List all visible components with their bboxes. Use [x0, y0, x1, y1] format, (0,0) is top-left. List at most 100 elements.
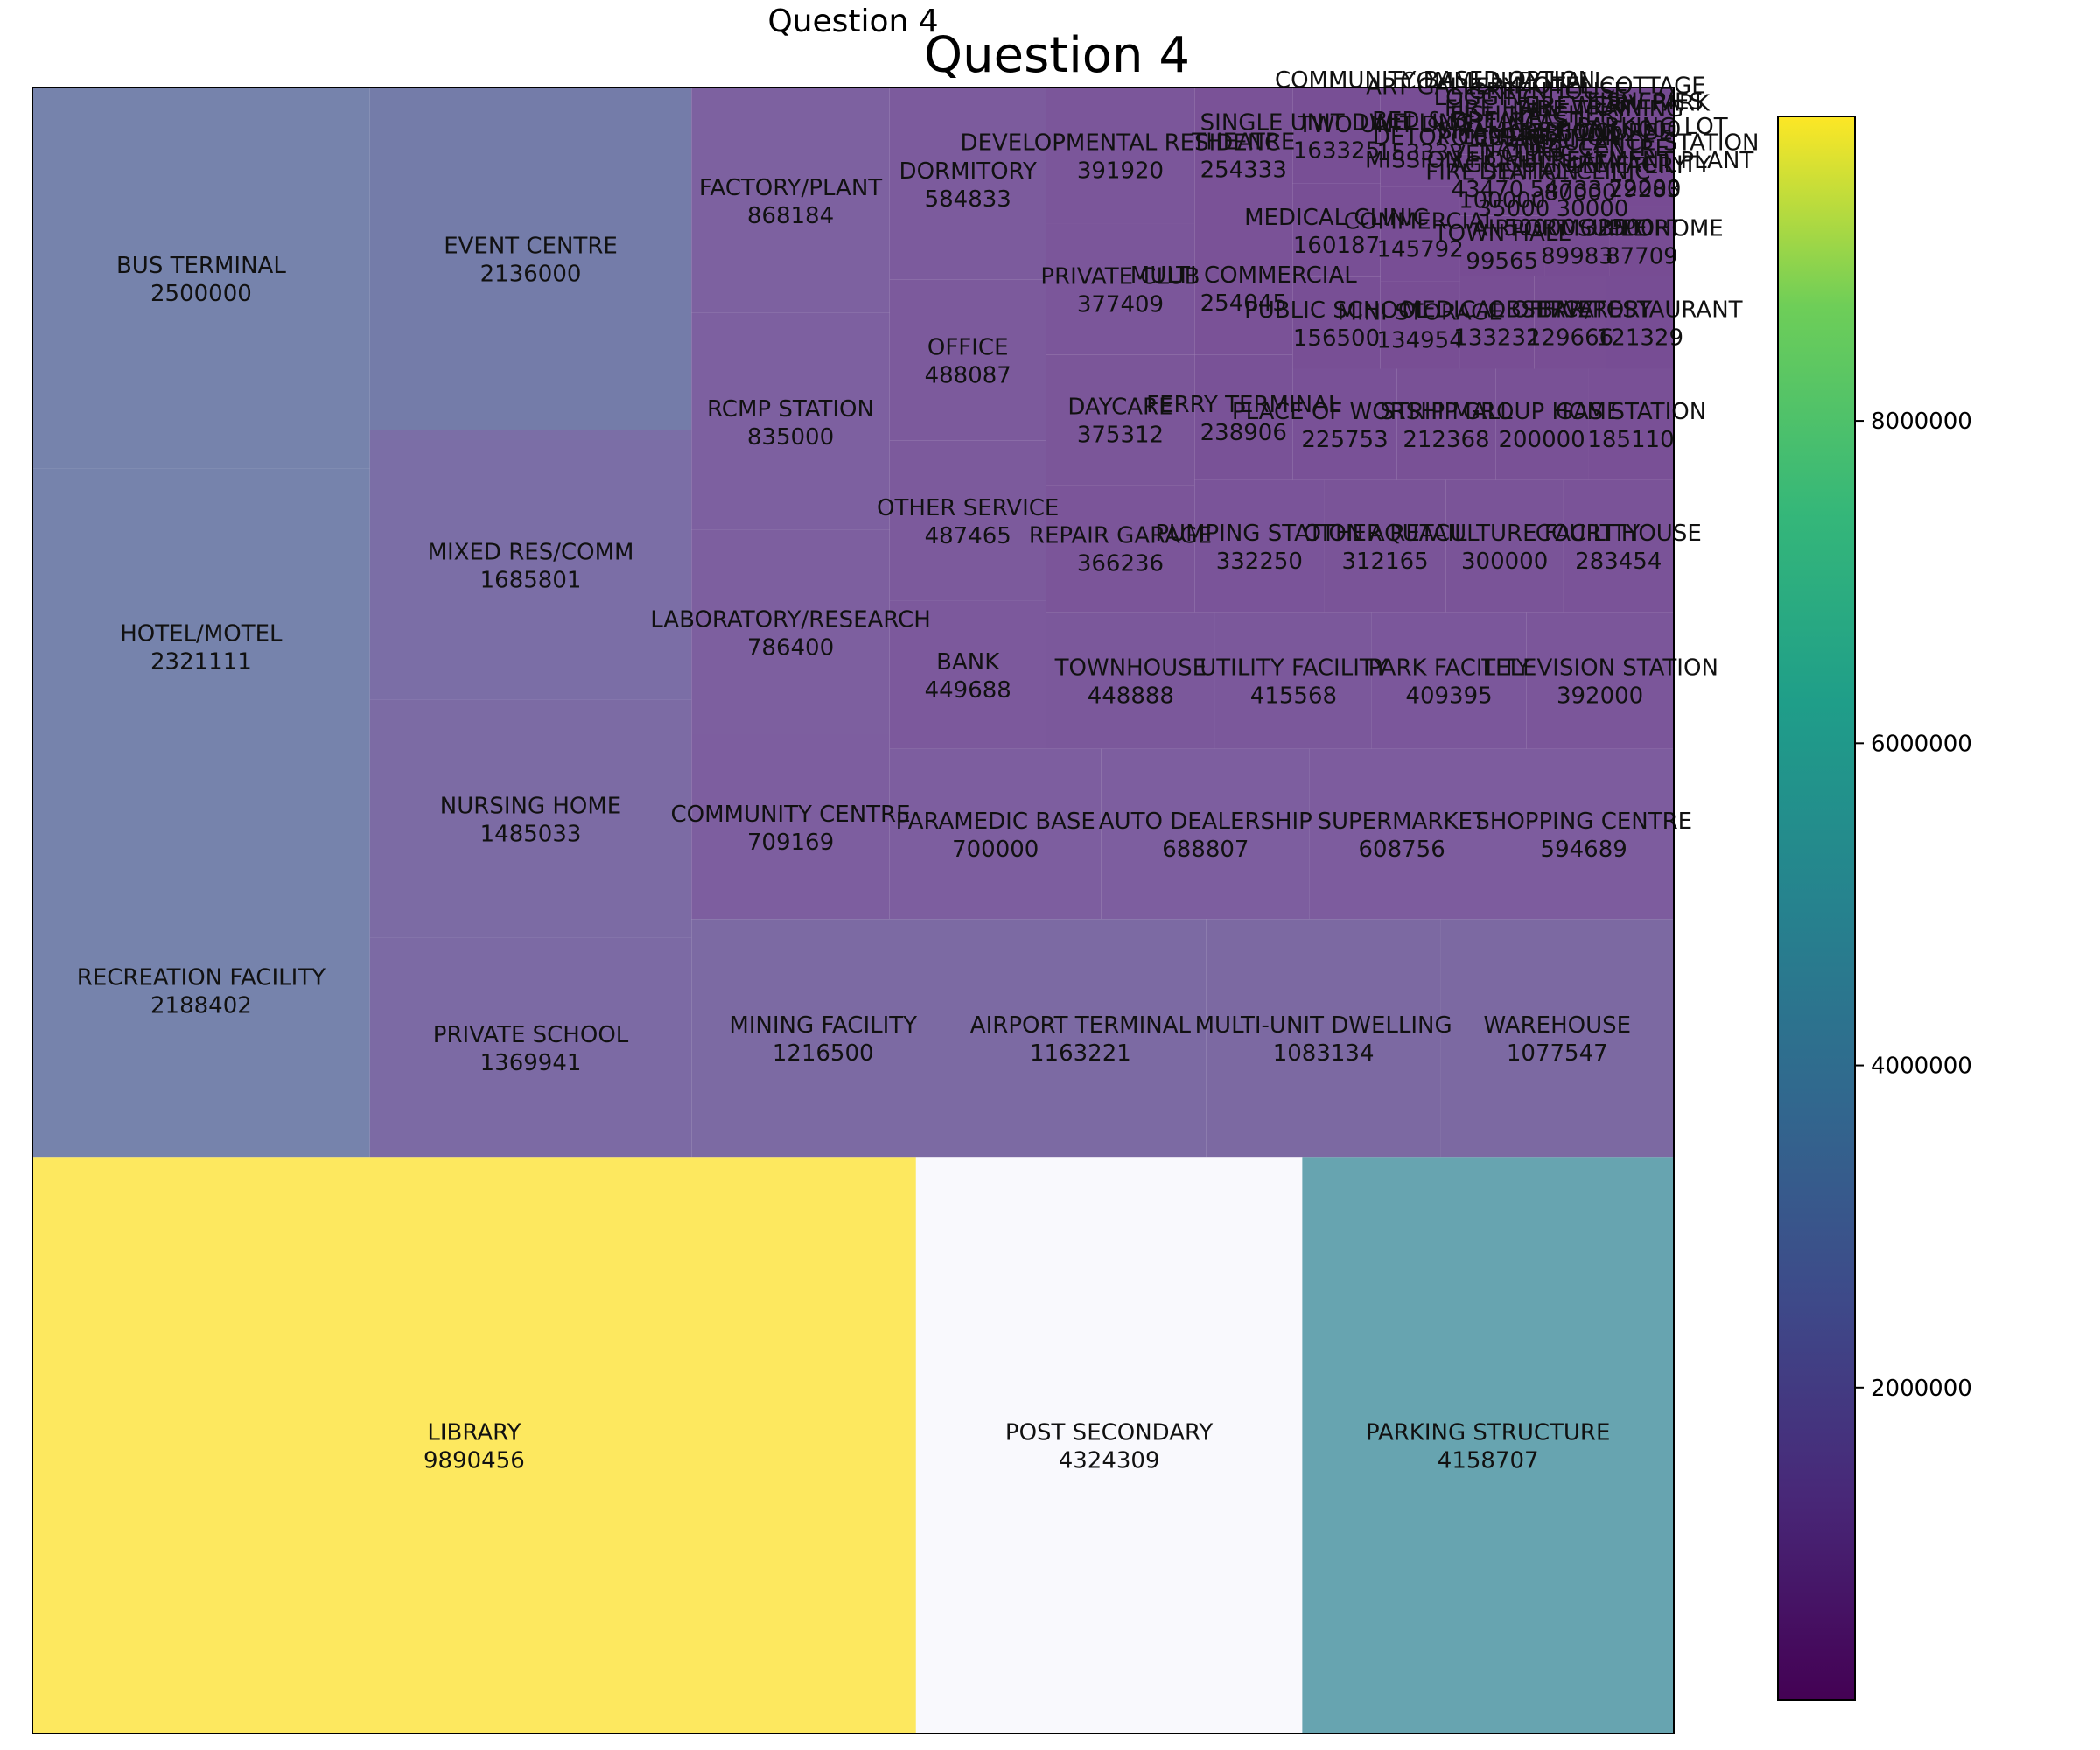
tile-label-office: OFFICE [928, 335, 1009, 361]
tile-value-ferry-terminal: 238906 [1200, 420, 1287, 446]
tile-value-medical-clinic: 160187 [1293, 233, 1380, 259]
tile-fire-hall [1460, 88, 1545, 155]
tile-value-other-retail: 312165 [1341, 549, 1428, 575]
tile-value-brewery: 85000 [1544, 121, 1617, 147]
tile-label-medical-clinic: MEDICAL CLINIC [1244, 205, 1429, 231]
tile-other-retail [1324, 480, 1446, 612]
crowded-value: 29283 [1609, 177, 1682, 203]
tile-theatre [1194, 88, 1293, 221]
tile-label-gas-station: GAS STATION [1556, 399, 1706, 425]
tile-value-fisheries: 60000 [1609, 117, 1682, 144]
tile-office [889, 279, 1046, 441]
colorbar-tick-label: 6000000 [1871, 731, 1972, 757]
tile-value-airport-support: 89983 [1541, 243, 1614, 270]
tile-value-private-school: 1369941 [480, 1050, 582, 1076]
tile-public-school [1292, 276, 1381, 369]
tile-label-single-unit-dwelling: SINGLE UNIT DWELLING [1200, 110, 1474, 136]
tile-value-dormitory: 584833 [925, 186, 1012, 213]
tile-label-fire-hall: FIRE HALL [1445, 95, 1560, 122]
tile-library [32, 1157, 916, 1733]
tile-supermarket [1309, 748, 1494, 920]
tile-label-airport-support: AIRPORT SUPPORT [1473, 215, 1683, 242]
crowded-label: COMMUNITY BASED OPTION [1275, 67, 1595, 94]
tile-place-of-worship [1292, 368, 1397, 480]
tile-event-centre [369, 88, 692, 430]
tile-value-court-house: 283454 [1575, 549, 1662, 575]
tile-value-laboratory-research: 786400 [747, 635, 834, 662]
crowded-label: RV PARK [1614, 90, 1711, 116]
tile-label-supermarket: SUPERMARKET [1317, 808, 1486, 835]
tile-label-library: LIBRARY [427, 1420, 521, 1446]
tile-bus-terminal [32, 88, 370, 469]
tile-medical-office [1460, 276, 1535, 369]
crowded-label: DETOX CENTRE [1373, 124, 1550, 150]
tile-label-rcmp-station: RCMP STATION [707, 396, 874, 423]
tile-value-bus-terminal: 2500000 [150, 281, 252, 307]
tile-label-private-club: PRIVATE CLUB [1040, 263, 1200, 290]
colorbar [1777, 116, 1856, 1701]
tile-label-observatory: OBSERVATORY [1488, 298, 1653, 324]
crowded-label: SMALL OPTION [1438, 118, 1607, 144]
tile-post-secondary [915, 1157, 1303, 1733]
tile-value-bar-restaurant: 121329 [1597, 326, 1684, 352]
tile-label-medical-office: MEDICAL OFFICE [1402, 298, 1592, 324]
tile-community-centre [691, 734, 890, 920]
tile-label-court-house: COURT HOUSE [1536, 521, 1702, 547]
tile-value-auto-dealership: 688807 [1162, 836, 1249, 863]
tile-label-place-of-worship: PLACE OF WORSHIP [1232, 399, 1458, 425]
tile-label-community-centre: COMMUNITY CENTRE [670, 802, 910, 828]
tile-value-mobile-home: 87709 [1606, 243, 1678, 270]
tile-label-paramedic-base: PARAMEDIC BASE [896, 808, 1096, 835]
tile-other-service [889, 440, 1046, 601]
tile-value-library: 9890456 [424, 1448, 525, 1474]
tile-value-observatory: 129666 [1527, 326, 1614, 352]
tile-value-rcmp-station: 835000 [747, 424, 834, 451]
tile-value-daycare: 375312 [1077, 423, 1164, 449]
tile-label-event-centre: EVENT CENTRE [444, 233, 618, 259]
tile-value-two-unit-dwelling: 153333 [1376, 140, 1463, 166]
tile-value-television-station: 392000 [1557, 682, 1643, 709]
tile-observatory [1534, 276, 1606, 369]
tile-label-other-service: OTHER SERVICE [877, 495, 1059, 522]
tile-single-unit-dwelling [1292, 88, 1381, 184]
tile-label-theatre: THEATRE [1191, 129, 1295, 155]
tile-label-fire-station: FIRE STATION [1425, 160, 1578, 186]
tile-commercial [1380, 186, 1460, 282]
tile-fire-station [1460, 154, 1545, 216]
tile-recreation-facility [32, 822, 370, 1158]
tile-agriculture-facility [1544, 148, 1617, 206]
tile-label-park-facility: PARK FACILITY [1368, 654, 1530, 681]
tile-value-paramedic-base: 700000 [952, 836, 1039, 863]
tile-value-town-hall: 99565 [1466, 248, 1538, 275]
plot-frame [32, 87, 1675, 1734]
tile-shopping-centre [1494, 748, 1674, 920]
tile-label-bus-terminal: BUS TERMINAL [116, 253, 286, 279]
tile-ferry-terminal [1194, 354, 1293, 480]
tile-daycare [1046, 354, 1195, 486]
tile-value-park-facility: 409395 [1405, 682, 1492, 709]
tile-auto-dealership [1101, 748, 1310, 920]
tile-label-townhouse: TOWNHOUSE [1054, 654, 1207, 681]
crowded-label: LOGGING [1434, 85, 1541, 111]
tile-television-station [1526, 612, 1674, 749]
tile-strip-mall [1396, 368, 1496, 480]
tile-repair-garage [1046, 485, 1195, 612]
tile-label-town-hall: TOWN HALL [1433, 220, 1572, 247]
crowded-value: 43470 [1452, 177, 1524, 203]
tile-value-fire-station: 100000 [1459, 188, 1545, 214]
tile-airport-support [1544, 206, 1610, 276]
tile-value-post-secondary: 4324309 [1059, 1448, 1160, 1474]
tile-label-developmental-residenc: DEVELOPMENTAL RESIDENC [961, 130, 1281, 157]
tile-value-bank: 449688 [925, 677, 1012, 704]
tile-label-ferry-terminal: FERRY TERMINAL [1146, 392, 1341, 418]
tile-value-repair-garage: 366236 [1077, 551, 1164, 578]
tile-label-other-retail: OTHER RETAIL [1304, 521, 1467, 547]
tile-label-brewery: BREWERY [1525, 93, 1636, 119]
tile-label-utility-facility: UTILITY FACILITY [1200, 654, 1388, 681]
tile-warehouse [1440, 919, 1674, 1158]
tile-value-mini-storage: 134954 [1376, 328, 1463, 354]
tile-label-mobile-home: MOBILE HOME [1560, 215, 1723, 242]
treemap-tiles [32, 88, 1674, 1733]
tile-rcmp-station [691, 312, 890, 530]
